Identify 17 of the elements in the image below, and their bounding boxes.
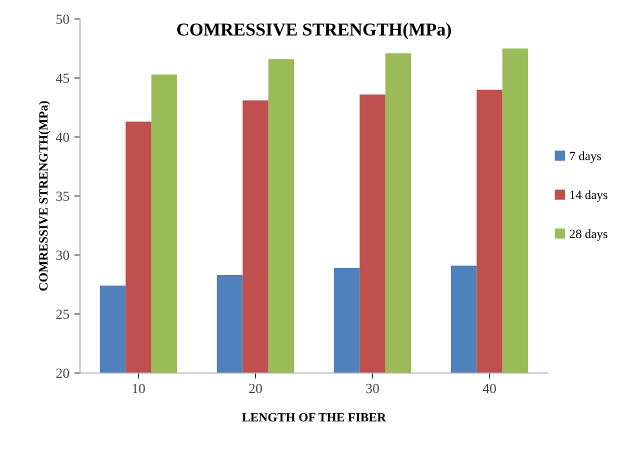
y-tick-label: 20 <box>56 368 70 378</box>
legend-label: 14 days <box>570 190 608 202</box>
x-tick-label: 20 <box>249 384 262 394</box>
y-tick-label: 45 <box>56 74 70 83</box>
y-tick-label: 35 <box>56 192 70 201</box>
x-tick-label: 10 <box>132 384 145 394</box>
y-tick-label: 25 <box>56 310 70 319</box>
legend-label: 28 days <box>570 229 608 241</box>
legend-label: 7 days <box>570 151 602 163</box>
chart-title: COMRESSIVE STRENGTH(MPa) <box>177 22 451 40</box>
x-tick-label: 30 <box>366 384 379 394</box>
y-tick-label: 50 <box>56 14 70 24</box>
x-axis-title: LENGTH OF THE FIBER <box>242 413 386 422</box>
y-tick-label: 40 <box>56 132 70 142</box>
x-tick-label: 40 <box>482 384 496 394</box>
y-tick-label: 30 <box>56 250 70 260</box>
y-axis-title: COMRESSIVE STRENGTH(MPa) <box>38 101 50 291</box>
